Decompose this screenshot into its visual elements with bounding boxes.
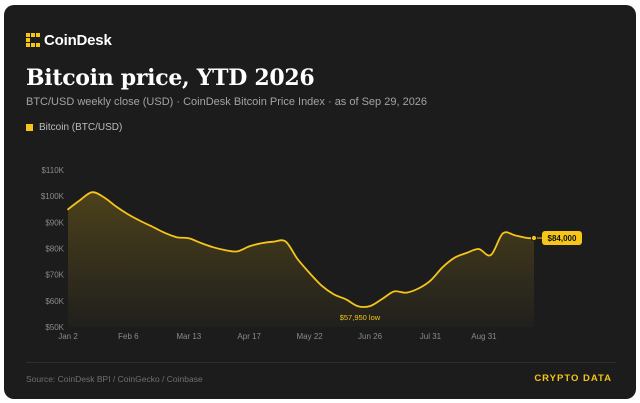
series-area bbox=[68, 192, 534, 327]
y-tick-label: $110K bbox=[41, 166, 64, 175]
latest-value-label: $84,000 bbox=[548, 234, 577, 243]
x-tick-label: Aug 31 bbox=[471, 332, 497, 341]
section-tag[interactable]: CRYPTO DATA bbox=[534, 373, 612, 384]
coindesk-logo-icon bbox=[26, 33, 40, 47]
y-tick-label: $100K bbox=[41, 192, 65, 201]
x-tick-label: Feb 6 bbox=[118, 332, 139, 341]
brand-name: CoinDesk bbox=[44, 31, 112, 49]
latest-value-badge bbox=[542, 231, 582, 246]
x-tick-label: Jul 31 bbox=[420, 332, 442, 341]
low-annotation: $57,950 low bbox=[340, 313, 381, 322]
y-tick-label: $50K bbox=[45, 323, 64, 332]
x-tick-label: Jun 26 bbox=[358, 332, 383, 341]
chart-subtitle: BTC/USD weekly close (USD) · CoinDesk Bi… bbox=[26, 96, 428, 108]
x-tick-label: Apr 17 bbox=[237, 332, 261, 341]
legend-swatch bbox=[26, 124, 33, 131]
chart-title: Bitcoin price, YTD 2026 bbox=[26, 65, 315, 91]
x-tick-label: Jan 2 bbox=[58, 332, 78, 341]
legend-label: Bitcoin (BTC/USD) bbox=[39, 122, 123, 133]
latest-point-marker bbox=[530, 234, 538, 242]
brand-logo[interactable]: CoinDesk bbox=[26, 31, 112, 49]
y-tick-label: $60K bbox=[45, 297, 64, 306]
price-chart: $50K $60K $70K $80K $90K $100K $110K Jan 2 Feb 6… bbox=[41, 166, 582, 341]
footer-divider bbox=[26, 362, 616, 363]
y-tick-label: $80K bbox=[45, 245, 64, 254]
source-note: Source: CoinDesk BPI / CoinGecko / Coinb… bbox=[26, 374, 203, 384]
y-tick-label: $70K bbox=[45, 271, 64, 280]
x-tick-label: Mar 13 bbox=[176, 332, 201, 341]
x-tick-label: May 22 bbox=[297, 332, 324, 341]
chart-card: CoinDesk Bitcoin price, YTD 2026 BTC/USD… bbox=[4, 5, 636, 399]
chart-legend: Bitcoin (BTC/USD) bbox=[26, 122, 122, 133]
y-tick-label: $90K bbox=[45, 218, 64, 227]
series-line bbox=[67, 191, 535, 308]
